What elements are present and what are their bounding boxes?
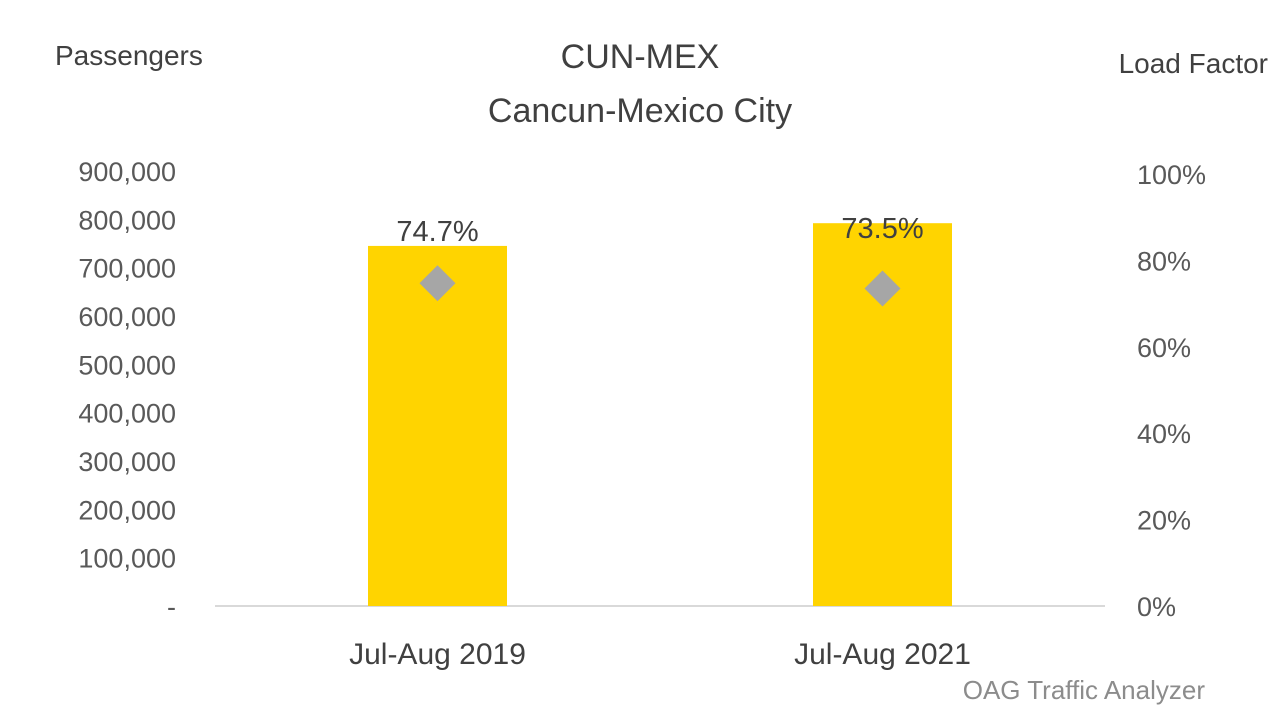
y-left-tick-label: 500,000 xyxy=(78,350,176,380)
chart-title: CUN-MEX xyxy=(561,38,720,76)
x-tick-label: Jul-Aug 2019 xyxy=(349,638,526,671)
y-left-tick-label: - xyxy=(167,592,176,622)
y-left-tick-label: 100,000 xyxy=(78,544,176,574)
y-left-tick-label: 200,000 xyxy=(78,495,176,525)
y-left-tick-label: 400,000 xyxy=(78,399,176,429)
y-left-tick-label: 800,000 xyxy=(78,205,176,235)
y-left-tick-label: 600,000 xyxy=(78,302,176,332)
y-axis-right-title: Load Factor xyxy=(1119,48,1268,79)
bar xyxy=(368,245,507,606)
load-factor-marker xyxy=(864,270,901,307)
y-right-tick-label: 60% xyxy=(1137,333,1191,363)
y-right-tick-label: 80% xyxy=(1137,246,1191,276)
y-right-tick-label: 40% xyxy=(1137,419,1191,449)
source-label: OAG Traffic Analyzer xyxy=(963,675,1206,705)
y-left-tick-label: 900,000 xyxy=(78,157,176,187)
y-left-tick-label: 700,000 xyxy=(78,254,176,284)
load-factor-marker xyxy=(419,265,456,302)
y-right-tick-label: 100% xyxy=(1137,160,1206,190)
y-axis-left-title: Passengers xyxy=(55,40,203,71)
y-left-tick-label: 300,000 xyxy=(78,447,176,477)
x-tick-label: Jul-Aug 2021 xyxy=(794,638,971,671)
y-right-tick-label: 0% xyxy=(1137,592,1176,622)
chart-subtitle: Cancun-Mexico City xyxy=(488,92,792,130)
data-label: 74.7% xyxy=(396,216,478,248)
y-right-tick-label: 20% xyxy=(1137,506,1191,536)
data-label: 73.5% xyxy=(841,213,923,245)
